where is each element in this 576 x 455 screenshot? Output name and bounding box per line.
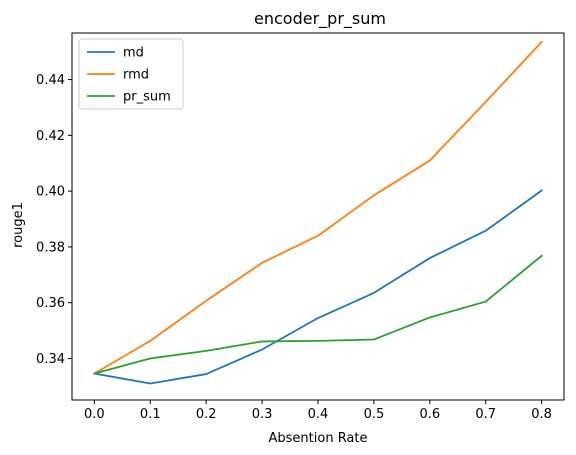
y-tick-label: 0.36 <box>36 296 65 311</box>
x-tick-label: 0.4 <box>308 407 329 422</box>
x-tick-label: 0.1 <box>140 407 161 422</box>
series-line-md <box>93 189 543 385</box>
legend-label-md: md <box>123 46 144 61</box>
y-tick-label: 0.34 <box>36 352 65 367</box>
y-tick-label: 0.44 <box>36 73 65 88</box>
x-tick-label: 0.2 <box>196 407 217 422</box>
y-tick-label: 0.40 <box>36 185 65 200</box>
x-tick-label: 0.7 <box>475 407 496 422</box>
plot-area <box>93 40 543 385</box>
series-line-rmd <box>93 40 543 375</box>
y-tick-label: 0.38 <box>36 240 65 255</box>
axes: 0.0 0.1 0.2 0.3 0.4 0.5 0.6 0.7 0.8 0.34 0.36 0.38 0… <box>36 32 565 422</box>
legend: md rmd pr_sum <box>78 38 184 110</box>
series-line-pr_sum <box>93 254 543 375</box>
chart-title: encoder_pr_sum <box>254 9 386 29</box>
y-tick-label: 0.42 <box>36 129 65 144</box>
x-tick-label: 0.8 <box>531 407 552 422</box>
x-tick-label: 0.5 <box>364 407 385 422</box>
x-tick-label: 0.0 <box>84 407 105 422</box>
legend-label-pr_sum: pr_sum <box>123 90 171 105</box>
legend-box <box>78 38 184 110</box>
x-tick-label: 0.6 <box>419 407 440 422</box>
x-axis-label: Absention Rate <box>269 431 368 446</box>
x-tick-label: 0.3 <box>252 407 273 422</box>
y-axis-label: rouge1 <box>11 202 26 248</box>
legend-label-rmd: rmd <box>123 68 149 83</box>
